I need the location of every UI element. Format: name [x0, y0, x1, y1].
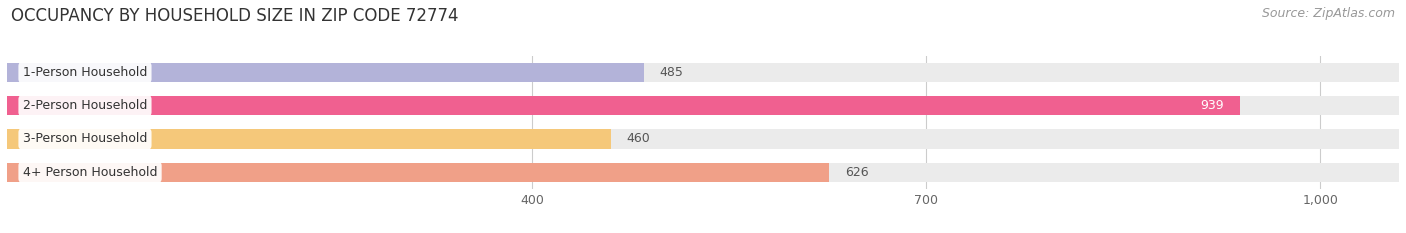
Text: 626: 626: [845, 166, 869, 179]
Text: Source: ZipAtlas.com: Source: ZipAtlas.com: [1261, 7, 1395, 20]
Bar: [7, 162, 830, 182]
Text: OCCUPANCY BY HOUSEHOLD SIZE IN ZIP CODE 72774: OCCUPANCY BY HOUSEHOLD SIZE IN ZIP CODE …: [11, 7, 458, 25]
Text: 460: 460: [627, 132, 651, 145]
Text: 3-Person Household: 3-Person Household: [22, 132, 148, 145]
Text: 2-Person Household: 2-Person Household: [22, 99, 148, 112]
Text: 939: 939: [1201, 99, 1225, 112]
Bar: [7, 129, 1399, 149]
Bar: [7, 162, 1399, 182]
Bar: [7, 129, 612, 149]
Bar: [7, 63, 644, 82]
Text: 4+ Person Household: 4+ Person Household: [22, 166, 157, 179]
Bar: [7, 96, 1240, 115]
Bar: [7, 96, 1399, 115]
Text: 485: 485: [659, 66, 683, 79]
Text: 1-Person Household: 1-Person Household: [22, 66, 148, 79]
Bar: [7, 63, 1399, 82]
